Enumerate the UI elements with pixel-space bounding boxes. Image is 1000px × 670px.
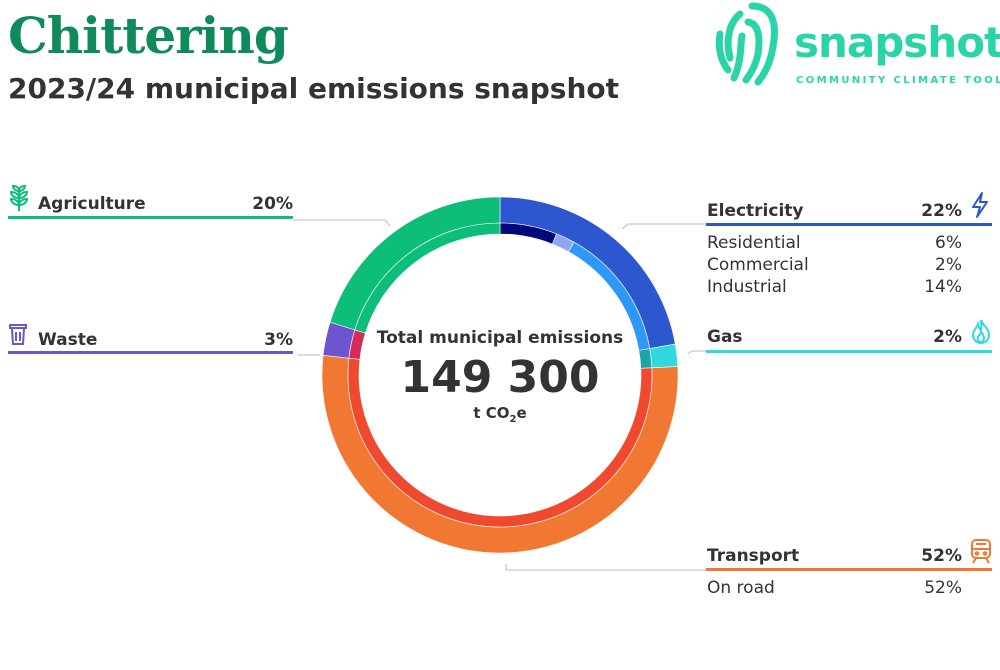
inner-segment-agriculture <box>354 222 501 334</box>
outer-segment-agriculture <box>329 196 501 331</box>
electricity-label: Electricity <box>707 201 804 221</box>
commercial-percent: 2% <box>935 255 962 275</box>
residential-percent: 6% <box>935 233 962 253</box>
industrial-label: Industrial <box>707 277 787 297</box>
waste-percent: 3% <box>264 330 293 350</box>
transport-percent: 52% <box>921 546 962 566</box>
electricity-underline <box>706 223 992 226</box>
electricity-percent: 22% <box>921 201 962 221</box>
agriculture-underline <box>8 216 293 219</box>
agriculture-percent: 20% <box>252 194 293 214</box>
agriculture-label: Agriculture <box>38 194 146 214</box>
on-road-label: On road <box>707 578 775 598</box>
connector-lines <box>293 219 706 571</box>
logo-tagline: COMMUNITY CLIMATE TOOL <box>796 75 1000 86</box>
legend-underlines <box>8 216 992 571</box>
waste-label: Waste <box>38 330 98 350</box>
waste-underline <box>8 351 293 354</box>
outer-segment-electricity <box>499 196 676 349</box>
snapshot-logo: snapshot COMMUNITY CLIMATE TOOL <box>712 0 1000 95</box>
fingerprint-logo-icon <box>715 2 778 86</box>
total-unit: t CO2e <box>473 404 527 425</box>
industrial-percent: 14% <box>924 277 962 297</box>
gas-underline <box>706 350 992 353</box>
inner-ring <box>347 222 653 528</box>
inner-segment-gas <box>638 348 653 369</box>
outer-segment-gas <box>649 343 679 369</box>
gas-percent: 2% <box>933 327 962 347</box>
lightning-icon <box>972 192 988 218</box>
trash-bin-icon <box>9 324 27 345</box>
page-title: Chittering <box>8 6 289 65</box>
transport-label: Transport <box>707 546 800 566</box>
residential-label: Residential <box>707 233 801 253</box>
gas-label: Gas <box>707 327 743 347</box>
flame-icon <box>971 319 991 344</box>
commercial-label: Commercial <box>707 255 809 275</box>
total-value: 149 300 <box>400 352 600 403</box>
outer-ring <box>321 196 679 554</box>
total-label: Total municipal emissions <box>376 328 624 348</box>
plant-icon <box>9 185 29 211</box>
page-subtitle: 2023/24 municipal emissions snapshot <box>8 72 620 105</box>
logo-wordmark: snapshot <box>794 18 1000 67</box>
train-icon <box>971 539 991 564</box>
transport-underline <box>706 568 992 571</box>
on-road-percent: 52% <box>924 578 962 598</box>
